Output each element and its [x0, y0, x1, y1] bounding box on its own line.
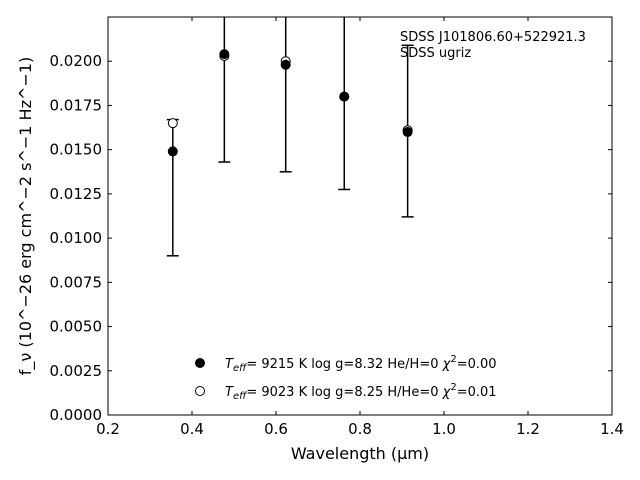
legend-1-chi-sup: 2: [450, 354, 456, 365]
x-axis-label: Wavelength (μm): [291, 444, 429, 463]
annotation-filter-set: SDSS ugriz: [400, 46, 471, 61]
x-axis-label-text: Wavelength (μm): [291, 444, 429, 463]
point-filled: [339, 91, 350, 102]
x-tick-label: 1.4: [600, 420, 624, 438]
annotation-object-name: SDSS J101806.60+522921.3: [400, 30, 586, 45]
legend-1-chi: χ: [442, 357, 452, 372]
y-tick-label: 0.0200: [50, 52, 103, 70]
legend-entry-2: Teff= 9023 K log g=8.25 H/He=0 χ2=0.01: [225, 382, 497, 402]
markers: [167, 49, 413, 157]
x-tick-label: 1.2: [516, 420, 540, 438]
legend-entry-1: Teff= 9215 K log g=8.32 He/H=0 χ2=0.00: [225, 354, 497, 374]
ticks: 0.2 0.4 0.6 0.8 1.0 1.2 1.4 0.0000 0.0025 0.0050 0…: [50, 17, 624, 438]
annotations: SDSS J101806.60+522921.3 SDSS ugriz: [400, 30, 586, 61]
y-tick-label: 0.0175: [50, 96, 103, 114]
legend-marker-open: [195, 386, 205, 396]
point-filled: [219, 49, 230, 60]
legend-1-teff-sub: eff: [233, 363, 248, 374]
y-axis-label: f_ν (10^−26 erg cm^−2 s^−1 Hz^−1): [16, 57, 36, 375]
y-tick-label: 0.0125: [50, 185, 103, 203]
y-tick-label: 0.0150: [50, 141, 103, 159]
x-tick-label: 0.8: [348, 420, 372, 438]
point-filled: [167, 146, 178, 157]
legend-2-chi-sup: 2: [450, 382, 456, 393]
point-filled: [402, 126, 413, 137]
legend: Teff= 9215 K log g=8.32 He/H=0 χ2=0.00 T…: [195, 354, 497, 402]
y-tick-label: 0.0075: [50, 273, 103, 291]
legend-1-chi-value: =0.00: [457, 357, 497, 372]
y-tick-label: 0.0000: [50, 406, 103, 424]
y-axis-label-text: f_ν (10^−26 erg cm^−2 s^−1 Hz^−1): [16, 57, 36, 375]
legend-2-chi-value: =0.01: [457, 385, 497, 400]
y-tick-label: 0.0100: [50, 229, 103, 247]
x-tick-label: 0.6: [264, 420, 288, 438]
point-filled: [280, 59, 291, 70]
x-tick-label: 0.2: [96, 420, 120, 438]
point-open: [167, 118, 178, 129]
legend-2-teff-sub: eff: [233, 391, 248, 402]
y-tick-label: 0.0025: [50, 362, 103, 380]
plot-frame: [107, 16, 613, 416]
x-tick-label: 1.0: [432, 420, 456, 438]
x-tick-label: 0.4: [180, 420, 204, 438]
legend-marker-filled: [195, 358, 205, 368]
legend-1-teff-value: = 9215 K log g=8.32 He/H=0: [246, 357, 442, 372]
legend-2-teff-value: = 9023 K log g=8.25 H/He=0: [246, 385, 442, 400]
y-tick-label: 0.0050: [50, 318, 103, 336]
legend-2-chi: χ: [442, 385, 452, 400]
